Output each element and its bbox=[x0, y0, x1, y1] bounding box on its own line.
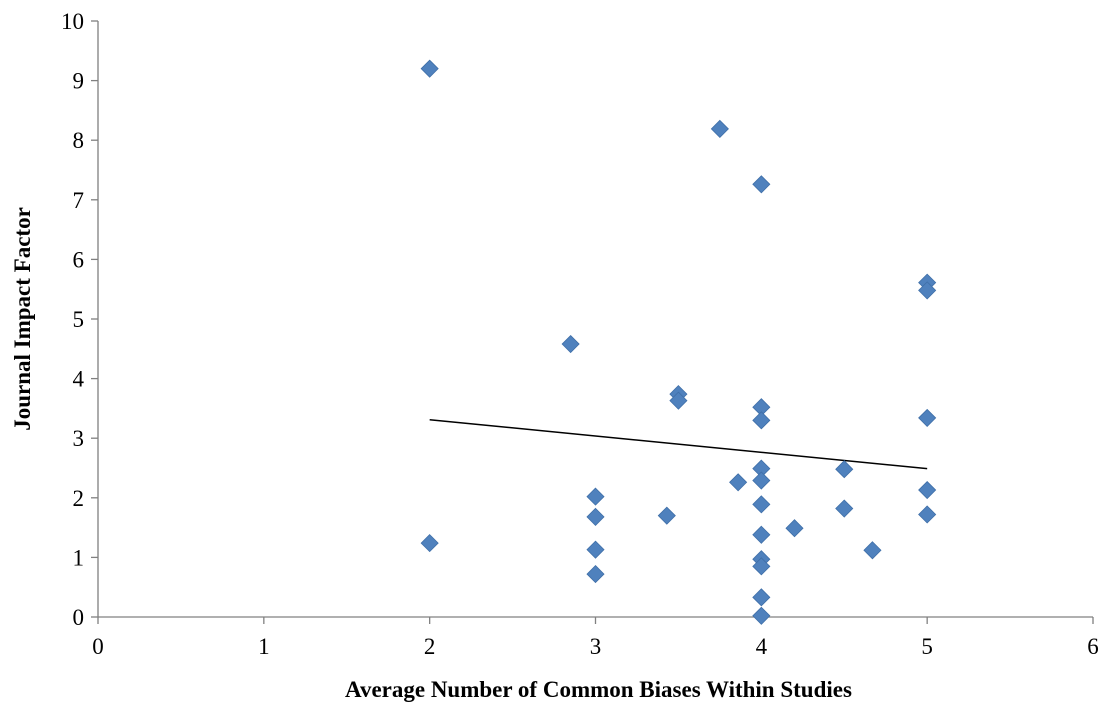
data-point bbox=[918, 480, 937, 500]
x-axis-ticks: 0 1 2 3 4 5 6 bbox=[92, 617, 1099, 659]
x-tick-label: 1 bbox=[258, 634, 270, 659]
y-tick-label: 9 bbox=[73, 69, 85, 94]
data-point bbox=[752, 606, 771, 625]
y-tick-label: 5 bbox=[73, 307, 85, 332]
data-point bbox=[752, 471, 771, 490]
y-tick-label: 2 bbox=[73, 486, 85, 511]
data-point bbox=[752, 175, 771, 194]
data-point bbox=[752, 525, 771, 544]
y-axis-ticks: 0 1 2 3 4 5 6 7 8 9 10 bbox=[61, 9, 98, 630]
trendline bbox=[429, 418, 928, 470]
data-points bbox=[420, 59, 937, 625]
y-tick-label: 7 bbox=[73, 188, 85, 213]
data-point bbox=[835, 499, 854, 518]
data-point bbox=[918, 505, 937, 524]
data-point bbox=[785, 519, 804, 538]
data-point bbox=[752, 557, 771, 576]
plot-area: 0 1 2 3 4 5 6 7 8 9 10 0 1 2 3 4 5 6 bbox=[61, 9, 1099, 659]
x-tick-label: 4 bbox=[756, 634, 768, 659]
data-point bbox=[657, 506, 676, 525]
x-tick-label: 5 bbox=[921, 634, 933, 659]
data-point bbox=[561, 334, 580, 354]
data-point bbox=[918, 281, 937, 300]
data-point bbox=[752, 588, 771, 607]
y-tick-label: 3 bbox=[73, 426, 85, 451]
data-point bbox=[586, 565, 605, 584]
y-tick-label: 6 bbox=[73, 247, 85, 272]
y-tick-label: 1 bbox=[73, 545, 85, 570]
data-point bbox=[586, 540, 605, 559]
data-point bbox=[752, 411, 771, 430]
data-point bbox=[420, 534, 439, 553]
data-point bbox=[729, 473, 748, 492]
y-tick-label: 0 bbox=[73, 605, 85, 630]
data-point bbox=[669, 391, 688, 410]
data-point bbox=[586, 507, 605, 526]
data-point bbox=[835, 460, 854, 479]
y-tick-label: 10 bbox=[61, 9, 84, 34]
x-tick-label: 6 bbox=[1087, 634, 1099, 659]
x-axis-title: Average Number of Common Biases Within S… bbox=[345, 677, 852, 702]
x-tick-label: 0 bbox=[92, 634, 104, 659]
y-tick-label: 4 bbox=[73, 367, 85, 392]
y-axis-title: Journal Impact Factor bbox=[10, 207, 35, 431]
data-point bbox=[752, 495, 771, 514]
data-point bbox=[710, 119, 729, 138]
data-point bbox=[863, 541, 882, 560]
data-point bbox=[918, 408, 937, 428]
data-point bbox=[420, 59, 439, 78]
x-tick-label: 2 bbox=[424, 634, 436, 659]
y-tick-label: 8 bbox=[73, 128, 85, 153]
x-tick-label: 3 bbox=[590, 634, 602, 659]
data-point bbox=[586, 487, 605, 506]
